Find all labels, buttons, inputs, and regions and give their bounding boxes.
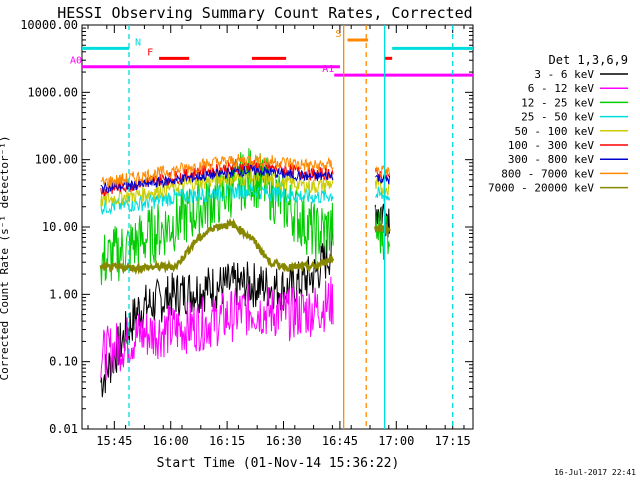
- series-line-7: [100, 153, 390, 188]
- legend-label: 50 - 100 keV: [515, 125, 595, 138]
- legend-label: 6 - 12 keV: [528, 82, 595, 95]
- flag-label-a0: A0: [70, 56, 82, 67]
- chart-title: HESSI Observing Summary Count Rates, Cor…: [57, 4, 472, 22]
- plot-area: 0.01 0.10 1.00 10.00 100.00 1000.00 10000.00 15…: [20, 18, 474, 448]
- flag-label-n: N: [135, 37, 141, 48]
- x-tick-label: 16:00: [153, 434, 189, 448]
- y-tick-label: 1.00: [49, 287, 78, 301]
- series-line-1: [100, 276, 334, 381]
- x-tick-label: 17:15: [435, 434, 471, 448]
- x-axis-label: Start Time (01-Nov-14 15:36:22): [157, 456, 400, 471]
- x-tick-label: 16:30: [265, 434, 301, 448]
- flag-label-f: F: [147, 47, 153, 58]
- legend-label: 12 - 25 keV: [521, 96, 594, 109]
- series-line-4: [100, 169, 390, 207]
- series-line-0: [100, 203, 390, 398]
- legend-label: 800 - 7000 keV: [501, 167, 594, 180]
- series-line-8: [99, 217, 391, 276]
- y-tick-label: 0.10: [49, 355, 78, 369]
- legend-label: 300 - 800 keV: [508, 153, 594, 166]
- legend-label: 100 - 300 keV: [508, 139, 594, 152]
- legend-label: 3 - 6 keV: [534, 68, 594, 81]
- y-axis-label: Corrected Count Rate (s⁻¹ detector⁻¹): [0, 135, 11, 380]
- x-tick-label: 15:45: [96, 434, 132, 448]
- y-tick-label: 100.00: [35, 153, 78, 167]
- y-tick-label: 0.01: [49, 422, 78, 436]
- legend-title: Det 1,3,6,9: [549, 53, 628, 67]
- x-tick-label: 17:00: [378, 434, 414, 448]
- series-line-6: [100, 164, 390, 194]
- legend-label: 7000 - 20000 keV: [488, 182, 594, 195]
- x-tick-label: 16:15: [209, 434, 245, 448]
- y-tick-label: 10000.00: [20, 18, 78, 32]
- series-line-3: [100, 183, 390, 216]
- flag-label-s: S: [335, 29, 341, 40]
- legend-label: 25 - 50 keV: [521, 111, 594, 124]
- y-tick-label: 1000.00: [27, 85, 78, 99]
- y-tick-label: 10.00: [42, 220, 78, 234]
- flag-label-a1: A1: [322, 64, 334, 75]
- timestamp-stamp: 16-Jul-2017 22:41: [554, 468, 636, 477]
- x-tick-label: 16:45: [322, 434, 358, 448]
